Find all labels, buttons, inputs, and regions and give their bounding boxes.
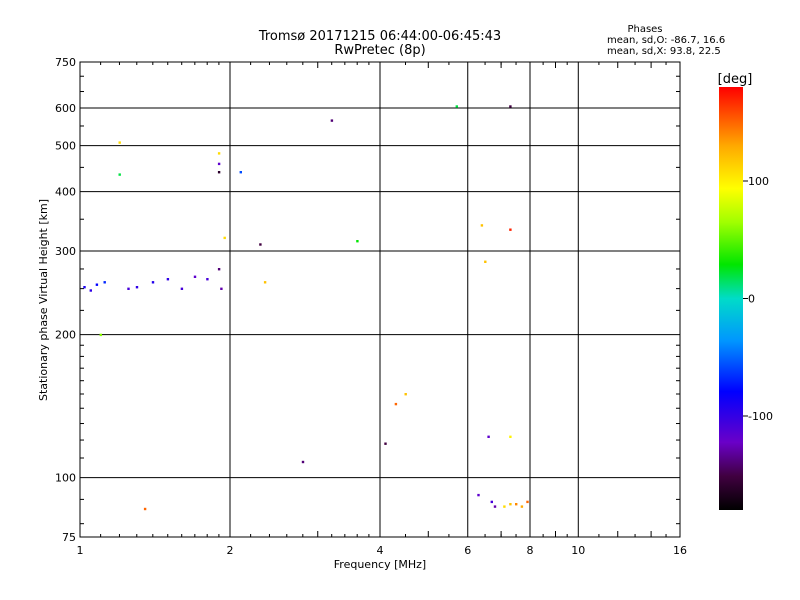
x-tick-label: 2 — [227, 544, 234, 557]
y-tick-label: 300 — [55, 245, 76, 258]
data-point — [404, 393, 407, 396]
data-point — [394, 402, 398, 406]
data-point — [455, 105, 458, 108]
y-tick-label: 100 — [55, 472, 76, 485]
data-point — [127, 287, 130, 290]
data-point — [103, 281, 106, 284]
x-tick-label: 16 — [673, 544, 687, 557]
data-point — [166, 278, 170, 281]
data-point — [477, 493, 480, 497]
y-tick-label: 75 — [62, 531, 76, 544]
data-point — [330, 119, 334, 122]
x-tick-label: 8 — [527, 544, 534, 557]
x-tick-label: 10 — [571, 544, 585, 557]
x-tick-label: 6 — [464, 544, 471, 557]
data-point — [118, 141, 121, 144]
x-tick-label: 1 — [77, 544, 84, 557]
axis-ticks: 1 2 4 6 8 10 16 75 100 200 300 400 500 600 750 — [55, 56, 687, 557]
data-point — [206, 278, 209, 281]
data-point — [515, 503, 518, 506]
y-tick-label: 750 — [55, 56, 76, 69]
data-point — [487, 435, 490, 438]
data-point — [526, 500, 529, 504]
data-point — [239, 171, 242, 174]
colorbar-tick-label: 100 — [748, 175, 769, 188]
y-tick-label: 200 — [55, 329, 76, 342]
data-point — [99, 333, 102, 337]
legend-header: Phases — [627, 24, 662, 35]
chart-subtitle: RwPretec (8p) — [334, 43, 425, 58]
y-tick-label: 400 — [55, 186, 76, 199]
colorbar-ticks: 100 0 -100 — [743, 175, 773, 423]
y-tick-label: 600 — [55, 102, 76, 115]
data-point — [217, 162, 221, 166]
data-point — [95, 283, 99, 286]
colorbar-tick-label: -100 — [748, 410, 773, 423]
colorbar-label: [deg] — [718, 72, 753, 87]
data-point — [503, 505, 506, 508]
data-point — [118, 173, 121, 176]
legend-line-o: mean, sd,O: -86.7, 16.6 — [607, 35, 725, 46]
y-axis-label: Stationary phase Virtual Height [km] — [37, 199, 50, 401]
data-points — [83, 105, 529, 511]
data-point — [180, 287, 184, 290]
data-point — [89, 289, 92, 292]
data-point — [83, 286, 86, 289]
data-point — [490, 500, 493, 504]
data-point — [220, 287, 223, 290]
data-point — [480, 224, 484, 227]
data-point — [509, 503, 512, 506]
data-point — [520, 505, 524, 508]
data-point — [193, 275, 197, 278]
x-tick-label: 4 — [377, 544, 384, 557]
colorbar-tick-label: 0 — [748, 293, 755, 306]
data-point — [484, 260, 487, 263]
legend-line-x: mean, sd,X: 93.8, 22.5 — [607, 46, 721, 57]
data-point — [217, 152, 221, 155]
data-point — [217, 268, 221, 271]
data-point — [509, 228, 512, 231]
data-point — [259, 243, 262, 246]
data-point — [301, 460, 305, 464]
data-point — [217, 171, 221, 174]
data-point — [263, 281, 267, 284]
data-point — [509, 435, 512, 438]
data-point — [384, 442, 387, 445]
y-tick-label: 500 — [55, 140, 76, 153]
data-point — [143, 507, 147, 511]
data-point — [493, 505, 497, 508]
data-point — [356, 240, 359, 243]
x-axis-label: Frequency [MHz] — [334, 558, 426, 571]
chart-title: Tromsø 20171215 06:44:00-06:45:43 — [258, 29, 501, 44]
colorbar — [719, 87, 743, 510]
data-point — [151, 281, 155, 284]
data-point — [223, 236, 226, 240]
data-point — [509, 105, 512, 108]
grid-lines — [80, 62, 680, 537]
data-point — [135, 286, 139, 289]
